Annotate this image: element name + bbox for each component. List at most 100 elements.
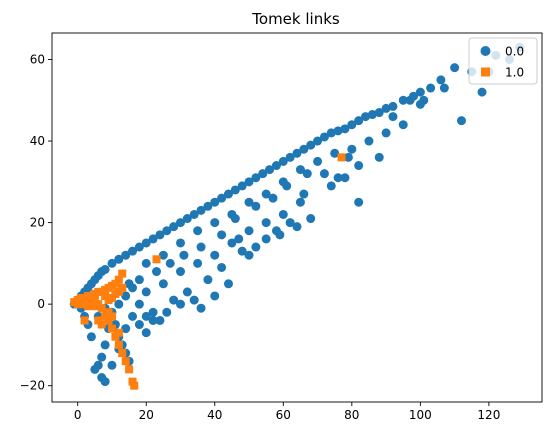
data-point	[354, 161, 364, 171]
plot-area: 0 20 40 60 80 100 120 −20 0 20 40 60 0.0 1.0	[20, 32, 543, 422]
y-tick-label: 40	[30, 134, 45, 148]
data-point	[100, 340, 110, 350]
data-point	[118, 283, 127, 292]
data-point	[90, 296, 99, 305]
data-point	[111, 332, 120, 341]
data-point	[155, 230, 165, 240]
data-point	[333, 126, 343, 136]
data-point	[141, 287, 151, 297]
data-point	[217, 230, 227, 240]
data-point	[182, 214, 192, 224]
data-point	[292, 148, 302, 158]
data-point	[141, 311, 151, 321]
data-point	[292, 222, 302, 232]
data-point	[175, 218, 185, 228]
data-point	[234, 234, 244, 244]
data-point	[261, 234, 271, 244]
data-point	[182, 287, 192, 297]
data-point	[364, 136, 374, 146]
y-tick-label: 20	[30, 216, 45, 230]
data-point	[158, 250, 168, 260]
data-point	[148, 307, 158, 317]
data-point	[73, 300, 82, 309]
data-point	[251, 173, 261, 183]
data-point	[244, 226, 254, 236]
axes-frame	[51, 32, 543, 403]
data-point	[282, 181, 292, 191]
data-point	[210, 218, 220, 228]
data-point	[125, 365, 134, 374]
data-point	[90, 302, 99, 311]
data-point	[326, 128, 336, 138]
data-point	[313, 156, 323, 166]
data-point	[196, 242, 206, 252]
data-point	[306, 214, 316, 224]
data-point	[134, 299, 144, 309]
data-point	[261, 189, 271, 199]
data-point	[439, 83, 449, 93]
x-tick-label: 0	[74, 408, 82, 422]
data-point	[271, 161, 281, 171]
data-point	[114, 275, 123, 284]
data-point	[111, 279, 120, 288]
data-point	[175, 238, 185, 248]
data-point	[107, 324, 116, 333]
data-point	[114, 299, 124, 309]
data-point	[210, 197, 220, 207]
series-0	[69, 42, 525, 387]
data-point	[90, 364, 100, 374]
data-point	[107, 258, 117, 268]
data-point	[381, 128, 391, 138]
data-point	[101, 291, 110, 300]
data-point	[101, 312, 110, 321]
data-point	[121, 324, 131, 334]
data-point	[477, 87, 487, 97]
data-point	[278, 209, 288, 219]
data-point	[203, 201, 213, 211]
data-point	[148, 315, 158, 325]
data-point	[367, 110, 377, 120]
data-point	[141, 328, 151, 338]
data-point	[285, 152, 295, 162]
data-point	[217, 193, 227, 203]
data-point	[313, 136, 323, 146]
legend-marker	[481, 67, 490, 77]
data-point	[175, 299, 185, 309]
data-point	[278, 156, 288, 166]
data-point	[97, 304, 106, 313]
data-point	[128, 246, 138, 256]
x-tick-label: 80	[344, 408, 359, 422]
data-point	[86, 332, 96, 342]
data-point	[134, 320, 144, 330]
data-point	[128, 377, 137, 386]
data-point	[179, 250, 189, 260]
data-point	[436, 75, 446, 85]
series-1	[70, 153, 346, 390]
data-point	[128, 283, 138, 293]
data-point	[217, 262, 227, 272]
data-point	[193, 258, 203, 268]
data-point	[169, 295, 179, 305]
data-point	[343, 152, 353, 162]
data-point	[374, 152, 384, 162]
data-point	[121, 291, 131, 301]
data-point	[104, 308, 113, 317]
data-point	[415, 87, 425, 97]
legend-label: 1.0	[505, 66, 524, 80]
x-tick-label: 120	[477, 408, 500, 422]
data-point	[130, 381, 139, 390]
data-point	[104, 316, 113, 325]
data-point	[80, 298, 89, 307]
data-point	[134, 242, 144, 252]
data-point	[128, 311, 138, 321]
legend-box	[468, 37, 538, 85]
data-point	[333, 173, 343, 183]
data-point	[223, 279, 233, 289]
data-point	[251, 201, 261, 211]
data-point	[152, 255, 161, 264]
data-point	[169, 222, 179, 232]
data-point	[415, 99, 425, 109]
x-tick-label: 40	[207, 408, 222, 422]
